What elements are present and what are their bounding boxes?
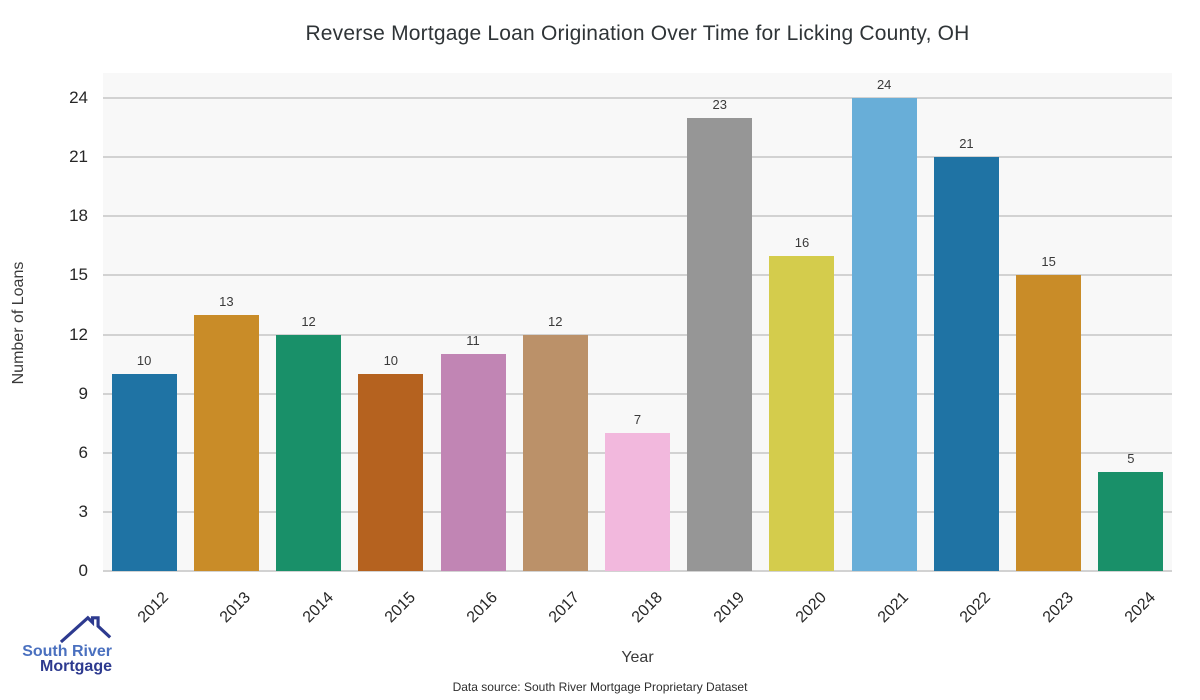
gridline-y0 xyxy=(103,570,1172,572)
y-tick-label-21: 21 xyxy=(69,147,88,167)
x-tick-label-2012: 2012 xyxy=(134,589,173,627)
bar-value-label-2024: 5 xyxy=(1127,451,1135,467)
bar-value-label-2021: 24 xyxy=(876,77,892,92)
chart-title: Reverse Mortgage Loan Origination Over T… xyxy=(305,22,970,45)
bar-value-label-2019: 23 xyxy=(712,96,727,112)
bar-value-label-2015: 10 xyxy=(383,352,399,368)
y-tick-label-0: 0 xyxy=(78,561,88,580)
x-tick-label-2016: 2016 xyxy=(463,589,502,627)
bar-value-label-2022: 21 xyxy=(959,136,974,152)
y-tick-label-24: 24 xyxy=(69,88,88,107)
bar-value-label-2016: 11 xyxy=(466,333,480,349)
gridline-y24 xyxy=(103,97,1172,99)
gridline-y15 xyxy=(103,274,1172,277)
bar-2021 xyxy=(851,98,917,571)
bar-2022 xyxy=(933,157,999,571)
bar-2019 xyxy=(687,117,753,571)
y-tick-label-12: 12 xyxy=(69,324,88,344)
logo-text-line2: Mortgage xyxy=(40,658,112,675)
bar-value-label-2013: 13 xyxy=(219,293,234,309)
y-tick-label-9: 9 xyxy=(78,383,88,403)
bar-2014 xyxy=(276,334,342,571)
gridline-y18 xyxy=(103,215,1172,218)
y-tick-label-3: 3 xyxy=(78,501,88,521)
x-tick-label-2015: 2015 xyxy=(381,589,419,627)
y-axis-ticks: 0 3 6 9 12 15 18 21 24 xyxy=(0,0,88,700)
plot-area: 10 13 12 10 11 12 7 23 16 24 21 15 5 xyxy=(103,73,1172,572)
bar-2024 xyxy=(1098,472,1164,571)
x-axis-label: Year xyxy=(621,649,654,666)
bar-2018 xyxy=(605,433,670,571)
x-tick-label-2014: 2014 xyxy=(299,589,337,627)
y-tick-label-18: 18 xyxy=(69,206,88,226)
bar-value-label-2012: 10 xyxy=(136,352,152,368)
bar-2020 xyxy=(769,255,835,571)
bar-value-label-2018: 7 xyxy=(633,412,642,428)
bar-value-label-2023: 15 xyxy=(1041,254,1056,270)
gridline-y9 xyxy=(103,392,1172,395)
bar-2023 xyxy=(1016,275,1082,571)
house-roof-icon xyxy=(60,615,112,644)
bar-2017 xyxy=(522,334,588,571)
x-tick-label-2022: 2022 xyxy=(957,589,995,627)
bar-2013 xyxy=(193,314,259,571)
gridline-y12 xyxy=(103,333,1172,336)
x-tick-label-2020: 2020 xyxy=(792,589,830,627)
bar-value-label-2014: 12 xyxy=(301,313,316,329)
y-tick-label-6: 6 xyxy=(78,442,88,462)
gridline-y21 xyxy=(103,156,1172,159)
x-tick-label-2021: 2021 xyxy=(875,589,913,627)
bar-value-label-2020: 16 xyxy=(794,234,810,250)
x-tick-label-2013: 2013 xyxy=(217,589,255,627)
bar-2016 xyxy=(440,354,506,571)
bar-value-label-2017: 12 xyxy=(548,313,563,329)
x-tick-label-2018: 2018 xyxy=(628,589,666,627)
south-river-mortgage-logo: South River Mortgage xyxy=(20,614,112,675)
x-tick-label-2023: 2023 xyxy=(1039,589,1077,627)
data-source-note: Data source: South River Mortgage Propri… xyxy=(452,680,748,694)
y-tick-label-15: 15 xyxy=(69,265,88,285)
x-tick-label-2024: 2024 xyxy=(1121,589,1159,627)
logo-text-line1: South River xyxy=(22,643,112,660)
bar-2012 xyxy=(111,373,177,571)
x-tick-label-2017: 2017 xyxy=(546,589,584,627)
bar-2015 xyxy=(358,373,424,571)
x-tick-label-2019: 2019 xyxy=(710,589,748,627)
